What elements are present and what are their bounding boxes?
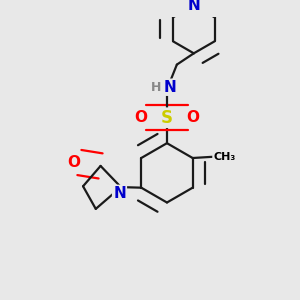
- Text: N: N: [188, 0, 200, 13]
- Text: O: O: [187, 110, 200, 125]
- Text: O: O: [134, 110, 147, 125]
- Text: CH₃: CH₃: [213, 152, 236, 162]
- Text: O: O: [67, 155, 80, 170]
- Text: H: H: [151, 81, 161, 94]
- Text: N: N: [164, 80, 176, 95]
- Text: S: S: [161, 109, 173, 127]
- Text: N: N: [113, 186, 126, 201]
